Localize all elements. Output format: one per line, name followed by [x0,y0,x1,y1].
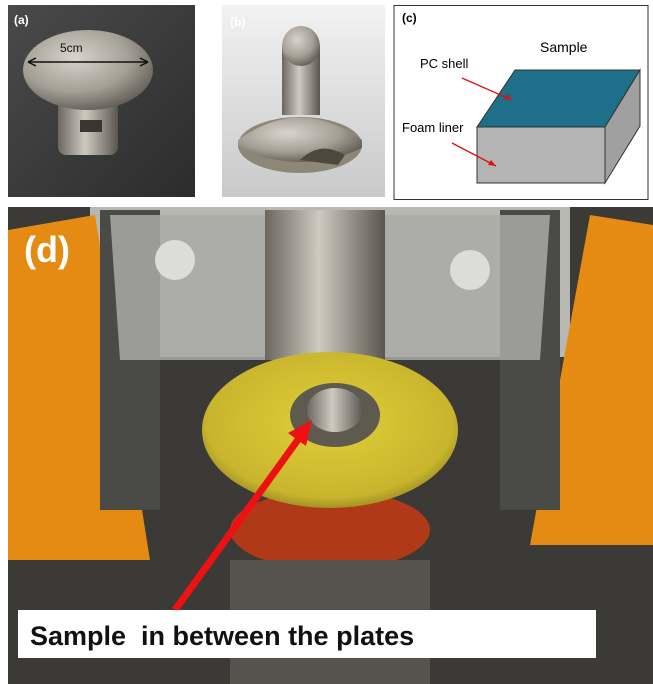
scale-text: 5cm [60,41,83,55]
frame-hole [450,250,490,290]
panel-c: (c) Sample PC shell Foam liner [394,6,648,200]
liner-label: Foam liner [402,120,464,135]
box-front [477,127,605,183]
panel-label: (b) [230,15,245,29]
shell-label: PC shell [420,56,469,71]
panel-label: (a) [14,13,29,27]
panel-b: (b) [222,5,385,197]
panel-a: (a) 5cm [8,5,195,197]
frame-hole [155,240,195,280]
panel-label: (c) [402,11,417,25]
figure: (a) 5cm (b) (c) Sample PC shell Foam lin… [0,0,653,684]
load-cell [265,210,385,360]
caption: Sample in between the plates [30,621,414,651]
panel-d: Sample in between the plates (d) [8,207,653,684]
knob-head [23,30,153,110]
mushroom-dome [282,26,320,66]
panel-label: (d) [24,229,70,270]
sample-label: Sample [540,39,588,55]
knob-slot [80,120,102,132]
sample [307,388,363,432]
